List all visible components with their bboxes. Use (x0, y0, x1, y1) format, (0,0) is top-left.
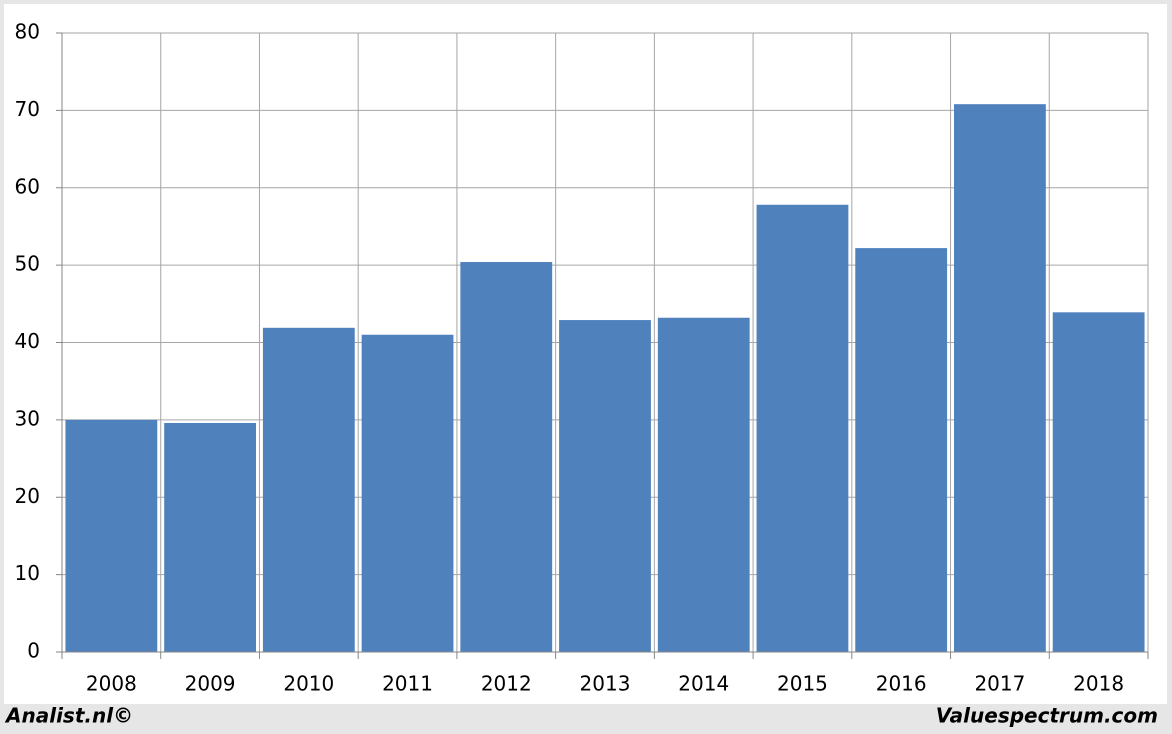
x-tick-label: 2011 (382, 672, 433, 696)
x-tick-label: 2008 (86, 672, 137, 696)
x-tick-label: 2009 (185, 672, 236, 696)
footer-right: Valuespectrum.com (936, 704, 1158, 728)
y-tick-label: 40 (15, 329, 40, 353)
bar (1052, 312, 1145, 652)
y-tick-label: 70 (15, 97, 40, 121)
x-tick-label: 2014 (678, 672, 729, 696)
bar (559, 320, 651, 652)
bar (756, 204, 849, 652)
bar (954, 104, 1046, 652)
x-tick-label: 2016 (876, 672, 927, 696)
bar (164, 422, 256, 652)
x-tick-label: 2013 (580, 672, 631, 696)
y-tick-label: 80 (15, 20, 40, 44)
bar (657, 317, 750, 652)
bar (460, 262, 553, 652)
bar (361, 334, 454, 652)
x-tick-label: 2015 (777, 672, 828, 696)
bar (262, 327, 355, 652)
bar (65, 419, 158, 652)
x-tick-label: 2017 (974, 672, 1025, 696)
y-tick-label: 20 (15, 484, 40, 508)
y-tick-label: 10 (15, 561, 40, 585)
footer-left: Analist.nl© (4, 704, 133, 728)
y-tick-label: 30 (15, 406, 40, 430)
y-tick-label: 50 (15, 252, 40, 276)
bar (855, 248, 948, 653)
x-tick-label: 2010 (283, 672, 334, 696)
x-tick-label: 2018 (1073, 672, 1124, 696)
x-tick-label: 2012 (481, 672, 532, 696)
y-tick-label: 0 (27, 639, 40, 663)
y-tick-label: 60 (15, 174, 40, 198)
